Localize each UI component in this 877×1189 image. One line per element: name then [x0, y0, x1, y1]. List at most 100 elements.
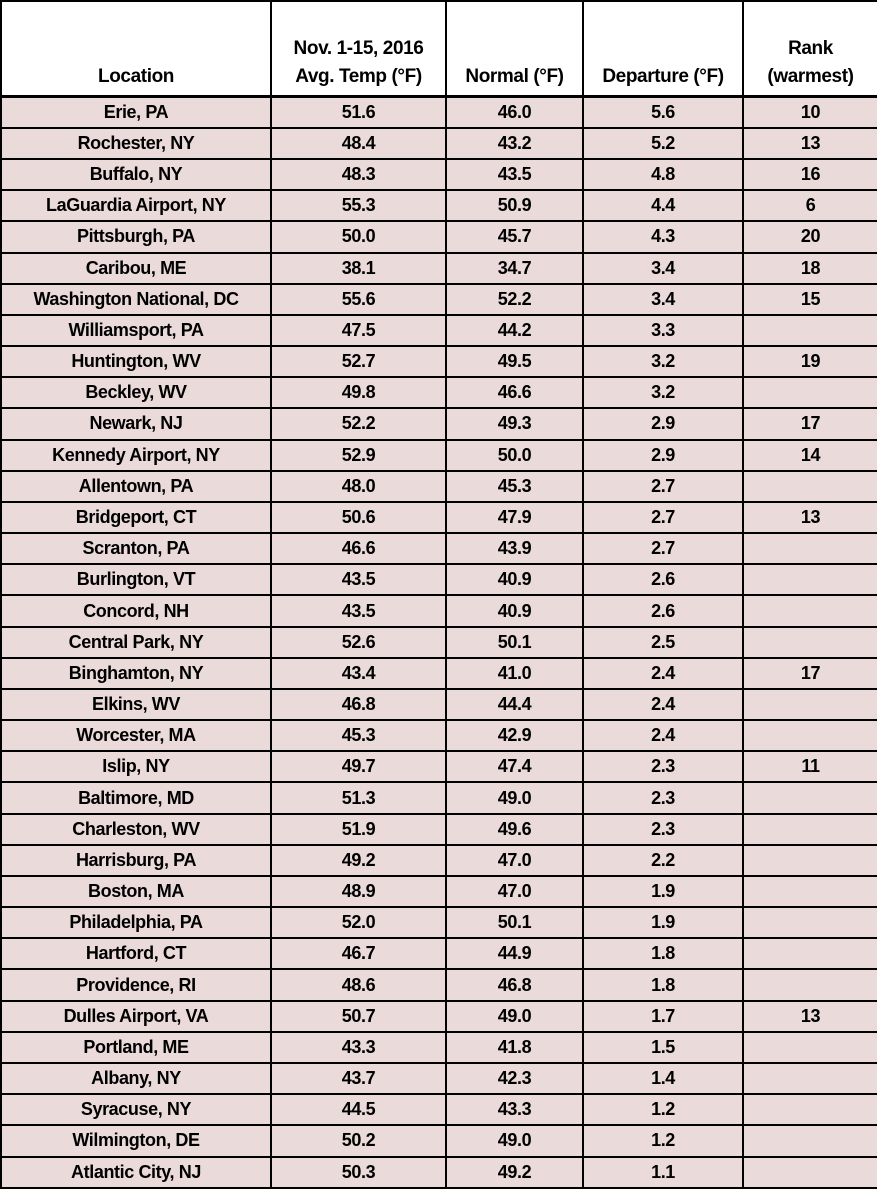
- cell-location: Burlington, VT: [0, 563, 272, 597]
- table-row: Providence, RI 48.6 46.8 1.8: [0, 968, 877, 1002]
- cell-avg-temp: 46.6: [270, 532, 447, 566]
- cell-departure: 2.3: [582, 781, 744, 815]
- cell-avg-temp: 48.0: [270, 469, 447, 503]
- cell-avg-temp: 49.8: [270, 376, 447, 410]
- cell-normal: 50.1: [445, 625, 584, 659]
- cell-location: Baltimore, MD: [0, 781, 272, 815]
- cell-location: Newark, NJ: [0, 407, 272, 441]
- cell-departure: 1.9: [582, 906, 744, 940]
- cell-departure: 1.9: [582, 874, 744, 909]
- cell-departure: 2.7: [582, 469, 744, 503]
- cell-avg-temp: 52.7: [270, 345, 447, 379]
- cell-departure: 5.6: [582, 95, 744, 129]
- cell-rank: 11: [742, 750, 877, 784]
- cell-departure: 4.8: [582, 158, 744, 192]
- cell-normal: 46.8: [445, 968, 584, 1002]
- cell-location: Boston, MA: [0, 874, 272, 909]
- cell-location: Beckley, WV: [0, 376, 272, 410]
- cell-rank: 18: [742, 251, 877, 285]
- table-row: Buffalo, NY 48.3 43.5 4.8 16: [0, 158, 877, 192]
- cell-rank: 13: [742, 500, 877, 535]
- table-row: Concord, NH 43.5 40.9 2.6: [0, 594, 877, 628]
- cell-rank: [742, 843, 877, 877]
- cell-departure: 4.4: [582, 189, 744, 223]
- cell-rank: [742, 563, 877, 597]
- cell-normal: 49.2: [445, 1155, 584, 1189]
- cell-rank: 20: [742, 220, 877, 254]
- table-row: Worcester, MA 45.3 42.9 2.4: [0, 719, 877, 753]
- table-row: Philadelphia, PA 52.0 50.1 1.9: [0, 906, 877, 940]
- cell-normal: 44.4: [445, 687, 584, 722]
- cell-rank: 19: [742, 345, 877, 379]
- cell-departure: 1.2: [582, 1093, 744, 1127]
- cell-departure: 4.3: [582, 220, 744, 254]
- cell-avg-temp: 43.5: [270, 563, 447, 597]
- table-row: Islip, NY 49.7 47.4 2.3 11: [0, 750, 877, 784]
- cell-location: Rochester, NY: [0, 126, 272, 161]
- cell-avg-temp: 45.3: [270, 719, 447, 753]
- cell-rank: [742, 594, 877, 628]
- cell-departure: 3.4: [582, 251, 744, 285]
- cell-avg-temp: 48.9: [270, 874, 447, 909]
- table-row: Portland, ME 43.3 41.8 1.5: [0, 1030, 877, 1065]
- cell-avg-temp: 38.1: [270, 251, 447, 285]
- cell-normal: 50.9: [445, 189, 584, 223]
- cell-rank: 13: [742, 999, 877, 1033]
- cell-departure: 1.8: [582, 968, 744, 1002]
- cell-departure: 2.7: [582, 532, 744, 566]
- table-row: Charleston, WV 51.9 49.6 2.3: [0, 812, 877, 846]
- table-row: Baltimore, MD 51.3 49.0 2.3: [0, 781, 877, 815]
- cell-location: Caribou, ME: [0, 251, 272, 285]
- cell-avg-temp: 51.3: [270, 781, 447, 815]
- cell-rank: [742, 1093, 877, 1127]
- cell-normal: 42.9: [445, 719, 584, 753]
- cell-departure: 2.6: [582, 563, 744, 597]
- column-header-location: Location: [0, 0, 272, 98]
- cell-rank: [742, 1124, 877, 1158]
- cell-avg-temp: 52.6: [270, 625, 447, 659]
- cell-rank: [742, 1061, 877, 1096]
- cell-departure: 1.8: [582, 937, 744, 971]
- cell-location: Islip, NY: [0, 750, 272, 784]
- cell-departure: 2.5: [582, 625, 744, 659]
- table-row: Dulles Airport, VA 50.7 49.0 1.7 13: [0, 999, 877, 1033]
- cell-location: Providence, RI: [0, 968, 272, 1002]
- table-row: Newark, NJ 52.2 49.3 2.9 17: [0, 407, 877, 441]
- cell-rank: 15: [742, 282, 877, 316]
- table-row: Elkins, WV 46.8 44.4 2.4: [0, 687, 877, 722]
- cell-normal: 41.0: [445, 656, 584, 690]
- cell-departure: 1.2: [582, 1124, 744, 1158]
- cell-location: Concord, NH: [0, 594, 272, 628]
- cell-location: Philadelphia, PA: [0, 906, 272, 940]
- cell-location: Elkins, WV: [0, 687, 272, 722]
- cell-normal: 47.9: [445, 500, 584, 535]
- cell-departure: 2.3: [582, 750, 744, 784]
- cell-avg-temp: 50.3: [270, 1155, 447, 1189]
- cell-location: Buffalo, NY: [0, 158, 272, 192]
- cell-location: Allentown, PA: [0, 469, 272, 503]
- table-row: Allentown, PA 48.0 45.3 2.7: [0, 469, 877, 503]
- table-row: Pittsburgh, PA 50.0 45.7 4.3 20: [0, 220, 877, 254]
- cell-rank: [742, 1155, 877, 1189]
- table-row: Beckley, WV 49.8 46.6 3.2: [0, 376, 877, 410]
- cell-normal: 47.0: [445, 874, 584, 909]
- cell-rank: 10: [742, 95, 877, 129]
- cell-normal: 49.0: [445, 999, 584, 1033]
- table-row: Atlantic City, NJ 50.3 49.2 1.1: [0, 1155, 877, 1189]
- cell-avg-temp: 49.2: [270, 843, 447, 877]
- table-row: Wilmington, DE 50.2 49.0 1.2: [0, 1124, 877, 1158]
- cell-normal: 43.5: [445, 158, 584, 192]
- cell-normal: 47.0: [445, 843, 584, 877]
- cell-normal: 34.7: [445, 251, 584, 285]
- cell-avg-temp: 52.9: [270, 438, 447, 472]
- cell-avg-temp: 48.4: [270, 126, 447, 161]
- table-row: Williamsport, PA 47.5 44.2 3.3: [0, 313, 877, 348]
- cell-rank: 17: [742, 407, 877, 441]
- table-row: Scranton, PA 46.6 43.9 2.7: [0, 532, 877, 566]
- cell-location: Pittsburgh, PA: [0, 220, 272, 254]
- cell-avg-temp: 43.7: [270, 1061, 447, 1096]
- cell-avg-temp: 46.8: [270, 687, 447, 722]
- cell-departure: 2.4: [582, 656, 744, 690]
- table-row: Central Park, NY 52.6 50.1 2.5: [0, 625, 877, 659]
